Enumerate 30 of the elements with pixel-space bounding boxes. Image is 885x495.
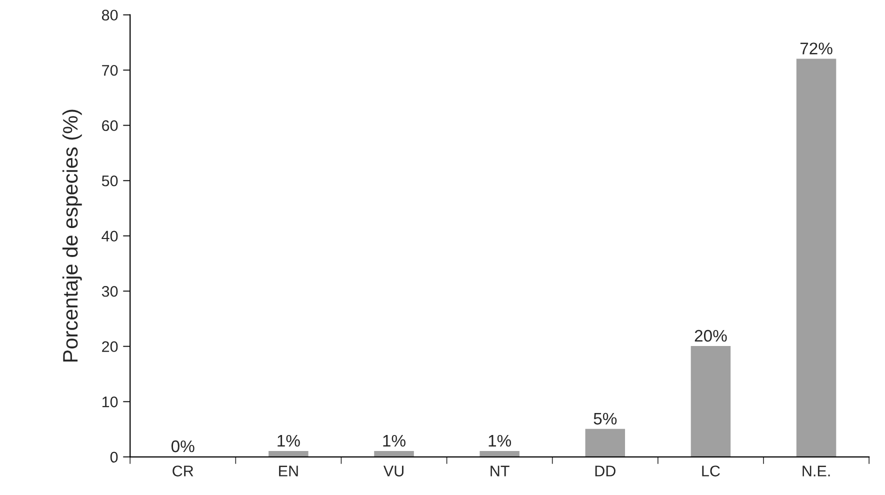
y-tick-label: 70 <box>102 64 118 76</box>
y-tick-label: 10 <box>102 396 118 408</box>
bar <box>480 451 520 457</box>
y-tick-label: 30 <box>102 286 118 297</box>
y-tick-label: 40 <box>102 230 118 242</box>
y-tick-label: 60 <box>102 120 118 132</box>
data-label: 1% <box>488 434 512 447</box>
bar <box>585 428 626 457</box>
x-tick-label: VU <box>383 466 404 476</box>
bar <box>690 346 731 457</box>
x-tick-label: LC <box>702 466 720 476</box>
x-tick-label: NT <box>490 466 510 476</box>
y-tick-label: 80 <box>102 10 118 21</box>
x-tick-label: EN <box>279 466 298 476</box>
data-label: 5% <box>594 412 617 425</box>
x-tick-label: DD <box>595 466 616 476</box>
x-tick-label: N.E. <box>802 466 830 476</box>
y-tick-label: 20 <box>102 341 118 352</box>
data-label: 1% <box>278 434 300 447</box>
bar <box>268 451 308 457</box>
data-label: 1% <box>383 434 406 447</box>
data-label: 72% <box>800 42 832 54</box>
bar <box>374 451 414 457</box>
data-label: 0% <box>171 440 194 452</box>
data-label: 20% <box>694 330 727 342</box>
y-tick-label: 0 <box>110 452 118 463</box>
bar <box>796 58 836 457</box>
y-tick-label: 50 <box>102 175 118 186</box>
x-tick-label: CR <box>172 466 194 476</box>
y-axis-title: Porcentaje de especies (%) <box>62 110 82 362</box>
